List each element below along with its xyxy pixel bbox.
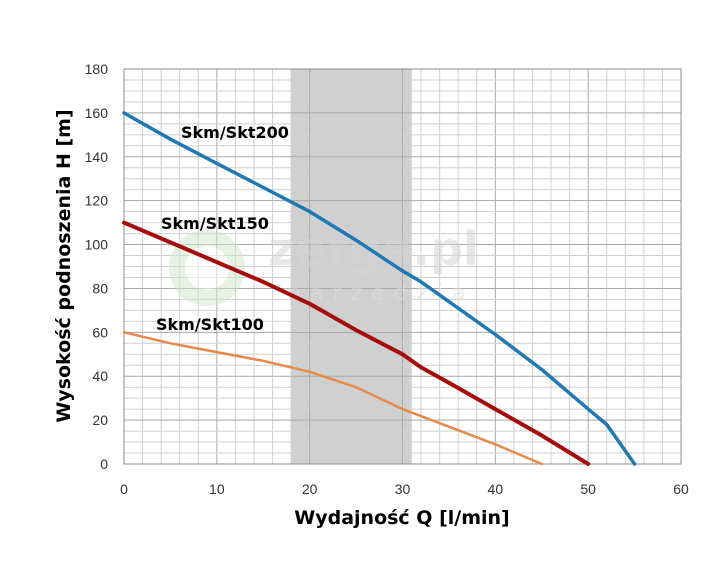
series-labels: Skm/Skt200 Skm/Skt150 Skm/Skt100: [156, 123, 289, 334]
series-label: Skm/Skt150: [161, 214, 269, 233]
y-tick-label: 120: [85, 193, 109, 209]
y-axis-title: Wysokość podnoszenia H [m]: [53, 109, 75, 422]
y-tick-label: 20: [92, 412, 108, 428]
y-tick-label: 180: [85, 61, 109, 77]
y-tick-label: 80: [92, 280, 108, 296]
series-line-skm-skt100: [122, 331, 544, 466]
series-lines: [122, 111, 637, 466]
y-tick-label: 60: [92, 324, 108, 340]
y-tick-label: 140: [85, 149, 109, 165]
watermark: zerga.pl narzędzia: [169, 222, 479, 306]
x-tick-label: 60: [673, 481, 689, 497]
watermark-brand: zerga.pl: [268, 222, 479, 276]
x-tick-label: 0: [120, 481, 128, 497]
x-tick-label: 40: [488, 481, 504, 497]
series-label: Skm/Skt200: [181, 123, 289, 142]
y-tick-label: 0: [100, 456, 108, 472]
plot-frame: [123, 68, 682, 465]
axes: 0 10 20 30 40 50 60 0 20 40 60 80 100 120 140 160 180: [85, 61, 689, 497]
x-tick-label: 30: [395, 481, 411, 497]
series-line-skm-skt150: [122, 220, 591, 466]
x-tick-label: 50: [580, 481, 596, 497]
y-tick-label: 160: [85, 105, 109, 121]
y-tick-label: 40: [92, 368, 108, 384]
series-line-skm-skt200: [122, 111, 637, 466]
x-axis-title: Wydajność Q [l/min]: [294, 507, 509, 529]
watermark-tagline: narzędzia: [287, 281, 475, 306]
series-label: Skm/Skt100: [156, 315, 264, 334]
x-tick-label: 20: [302, 481, 318, 497]
y-tick-label: 100: [85, 237, 109, 253]
x-tick-label: 10: [209, 481, 225, 497]
